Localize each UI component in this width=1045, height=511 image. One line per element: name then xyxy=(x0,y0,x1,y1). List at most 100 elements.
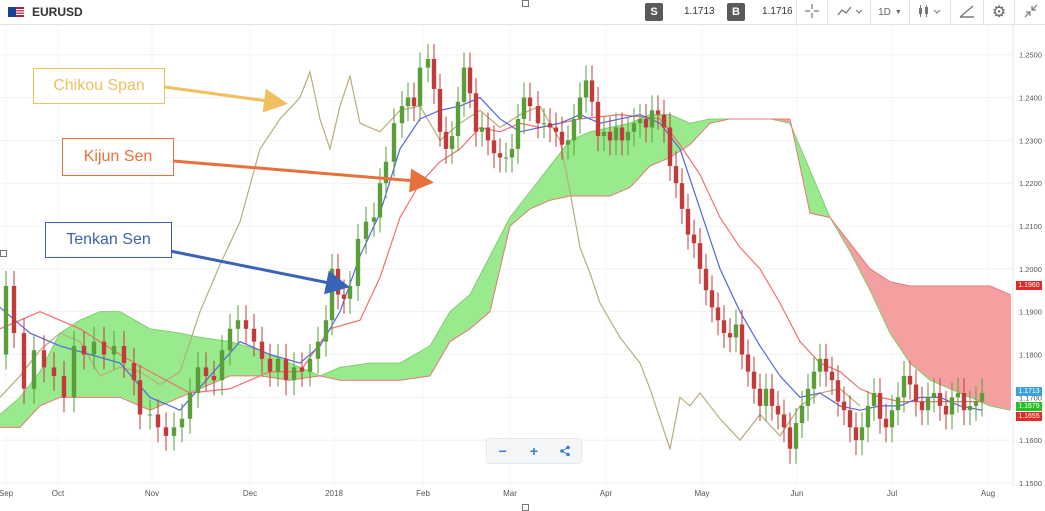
cloud-segment xyxy=(1008,293,1011,411)
candle-body xyxy=(21,333,27,389)
cloud-segment xyxy=(528,190,531,211)
cloud-segment xyxy=(594,130,597,197)
candle-body xyxy=(41,350,47,368)
candle-body xyxy=(383,161,389,184)
cloud-segment xyxy=(462,298,465,334)
cloud-segment xyxy=(618,125,621,193)
timeframe-dropdown[interactable]: 1D ▼ xyxy=(870,0,909,24)
cloud-segment xyxy=(30,380,33,417)
cloud-segment xyxy=(201,337,204,389)
indicators-button[interactable] xyxy=(827,0,870,24)
candle-body xyxy=(925,397,931,411)
candle-body xyxy=(187,393,193,419)
sell-button[interactable]: S xyxy=(645,3,663,21)
resize-handle-bottom[interactable] xyxy=(522,504,529,511)
candle-body xyxy=(799,405,805,424)
candle-body xyxy=(455,101,461,137)
cloud-segment xyxy=(582,133,585,197)
price-chart[interactable]: 1.2500 1.2400 1.2300 1.2200 1.2100 1.2000 1.19… xyxy=(0,25,1045,487)
candle-body xyxy=(363,221,369,239)
candle-body xyxy=(235,320,241,329)
candle-body xyxy=(341,294,347,299)
cloud-segment xyxy=(570,139,573,197)
candle-body xyxy=(769,388,775,406)
chart-type-dropdown[interactable] xyxy=(909,0,950,24)
cloud-segment xyxy=(879,274,882,316)
candle-body xyxy=(967,405,973,411)
cloud-segment xyxy=(153,329,156,409)
candle-body xyxy=(417,67,423,107)
candle-body xyxy=(589,80,595,102)
candle-body xyxy=(329,268,335,321)
candle-body xyxy=(437,88,443,132)
cloud-segment xyxy=(357,364,360,381)
zoom-in-button[interactable]: + xyxy=(529,443,539,459)
candle-body xyxy=(211,375,217,381)
cloud-segment xyxy=(699,120,702,136)
candle-body xyxy=(137,380,143,415)
candle-body xyxy=(227,328,233,351)
x-tick-label: Apr xyxy=(599,489,613,498)
zoom-out-button[interactable]: − xyxy=(498,443,507,459)
cloud-segment xyxy=(993,287,996,408)
candle-body xyxy=(473,93,479,132)
cloud-segment xyxy=(555,155,558,200)
buy-button[interactable]: B xyxy=(727,3,745,21)
cloud-segment xyxy=(480,269,483,321)
cloud-segment xyxy=(585,132,588,197)
price-tag: 1.1679 xyxy=(1016,401,1042,411)
candle-body xyxy=(637,118,643,124)
candle-body xyxy=(631,123,637,132)
candle-body xyxy=(527,97,533,107)
cloud-segment xyxy=(363,363,366,381)
candle-body xyxy=(805,388,811,406)
cloud-segment xyxy=(129,316,132,403)
cloud-segment xyxy=(912,285,915,368)
settings-button[interactable]: ⚙ xyxy=(983,0,1014,24)
cloud-segment xyxy=(360,364,363,381)
candle-body xyxy=(745,354,751,372)
cloud-segment xyxy=(606,127,609,197)
cloud-segment xyxy=(876,272,879,310)
cloud-segment xyxy=(978,285,981,403)
cloud-segment xyxy=(57,333,60,399)
candle-body xyxy=(509,148,515,158)
cloud-segment xyxy=(150,328,153,411)
candle-body xyxy=(583,80,589,98)
cloud-segment xyxy=(336,367,339,380)
cloud-segment xyxy=(897,283,900,349)
crosshair-button[interactable] xyxy=(796,0,827,24)
cloud-segment xyxy=(417,351,420,378)
candle-body xyxy=(559,131,565,145)
candle-body xyxy=(51,367,57,376)
candle-body xyxy=(853,427,859,441)
cloud-segment xyxy=(411,355,414,379)
cloud-segment xyxy=(933,285,936,383)
cloud-segment xyxy=(405,358,408,380)
cloud-segment xyxy=(930,285,933,382)
resize-handle-top[interactable] xyxy=(522,0,529,7)
candle-body xyxy=(267,358,273,372)
tenkan-sen-label: Tenkan Sen xyxy=(45,222,172,258)
cloud-segment xyxy=(297,366,300,380)
cloud-segment xyxy=(396,363,399,381)
collapse-button[interactable] xyxy=(1014,0,1045,24)
candle-body xyxy=(71,345,77,398)
candle-body xyxy=(901,375,907,398)
candle-body xyxy=(81,345,87,355)
cloud-segment xyxy=(432,337,435,373)
cloud-segment xyxy=(438,327,441,363)
draw-tool-button[interactable] xyxy=(950,0,983,24)
share-button[interactable] xyxy=(550,439,581,463)
x-tick-label: Dec xyxy=(242,489,258,498)
collapse-icon xyxy=(1024,4,1038,21)
resize-handle-left[interactable] xyxy=(0,250,7,257)
candle-body xyxy=(955,393,961,398)
y-axis: 1.2500 1.2400 1.2300 1.2200 1.2100 1.2000 1.19… xyxy=(1019,51,1042,487)
cloud-segment xyxy=(306,369,309,378)
cloud-segment xyxy=(903,284,906,358)
cloud-segment xyxy=(48,350,51,403)
cloud-segment xyxy=(165,330,168,404)
cloud-segment xyxy=(945,285,948,388)
candle-body xyxy=(147,414,153,416)
